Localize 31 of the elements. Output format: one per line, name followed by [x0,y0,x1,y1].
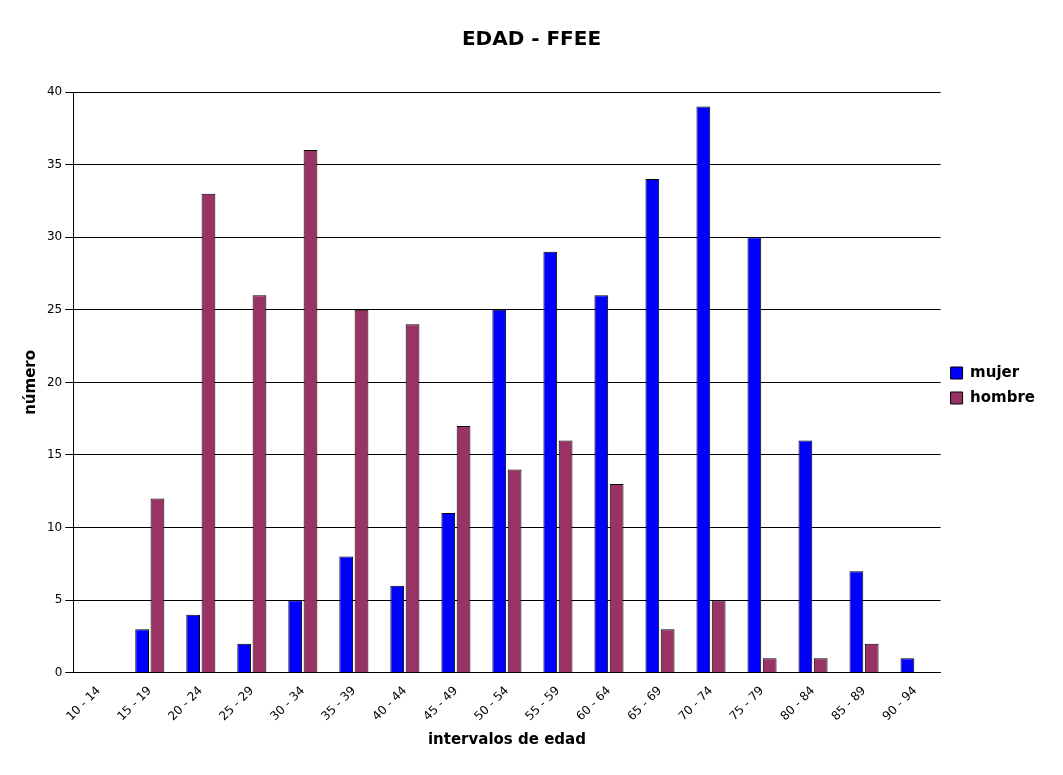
x-tick-label: 15 - 19 [114,683,155,724]
x-tick-label: 70 - 74 [675,683,716,724]
x-tick-label: 35 - 39 [318,683,359,724]
x-tick-label: 30 - 34 [267,683,308,724]
y-axis-title: número [20,349,39,415]
y-tick-label: 20 [46,374,63,389]
y-tick-label: 10 [46,519,63,534]
x-tick-label: 80 - 84 [777,683,818,724]
x-tick-label: 85 - 89 [828,683,869,724]
y-tick-label: 30 [46,229,63,244]
y-tick-label: 40 [46,84,63,99]
legend-label: hombre [970,387,1035,406]
y-tick-label: 25 [46,301,63,316]
x-tick-label: 40 - 44 [369,683,410,724]
y-tick-label: 35 [46,156,63,171]
x-axis-title: intervalos de edad [427,729,586,748]
y-tick-label: 15 [46,447,63,462]
x-tick-label: 65 - 69 [624,683,665,724]
x-tick-label: 10 - 14 [63,683,104,724]
x-tick-label: 90 - 94 [879,683,920,724]
x-tick-label: 55 - 59 [522,683,563,724]
y-tick-label: 0 [54,664,63,679]
x-tick-label: 20 - 24 [165,683,206,724]
x-tick-label: 45 - 49 [420,683,461,724]
x-tick-label: 25 - 29 [216,683,257,724]
x-tick-label: 50 - 54 [471,683,512,724]
y-tick-label: 5 [54,592,63,607]
x-tick-label: 75 - 79 [726,683,767,724]
legend-label: mujer [970,362,1020,381]
x-tick-label: 60 - 64 [573,683,614,724]
chart-title: EDAD - FFEE [461,26,602,51]
